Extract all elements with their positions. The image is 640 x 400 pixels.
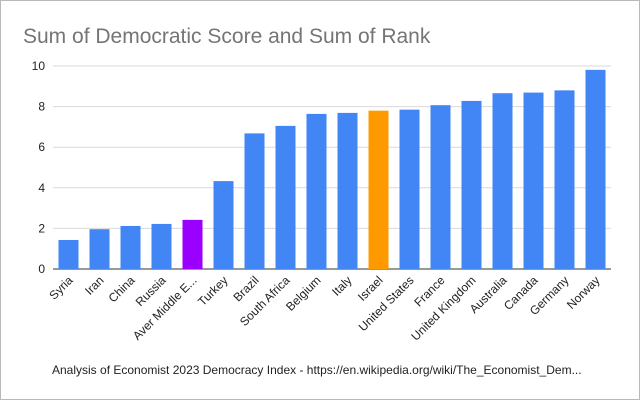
bar[interactable] [337,112,358,269]
x-tick-label: Norway [564,273,603,312]
bar[interactable] [306,113,327,270]
gridlines [53,65,611,270]
y-tick-label: 10 [32,59,46,73]
bar[interactable] [399,109,420,270]
y-axis-ticks: 0 2 4 6 8 10 [32,59,46,276]
bar[interactable] [554,90,575,269]
y-tick-label: 2 [38,221,45,235]
bar[interactable] [244,133,265,269]
bar[interactable] [523,92,544,269]
x-tick-label: Italy [329,273,354,298]
bar[interactable] [461,100,482,269]
x-tick-label: Syria [46,273,75,302]
x-tick-label: Iran [82,273,107,298]
y-tick-label: 0 [38,262,45,276]
bar[interactable] [58,239,79,269]
x-tick-label: Turkey [195,273,231,309]
chart-title: Sum of Democratic Score and Sum of Rank [23,25,431,48]
bar[interactable] [275,125,296,269]
x-tick-label: Belgium [283,273,324,314]
bar[interactable] [151,223,172,269]
bar[interactable] [430,105,451,269]
bar[interactable] [182,219,203,269]
bars [58,69,606,270]
y-tick-label: 8 [38,100,45,114]
y-tick-label: 6 [38,140,45,154]
bar[interactable] [89,229,110,269]
chart-footnote: Analysis of Economist 2023 Democracy Ind… [52,363,582,377]
bar[interactable] [492,93,513,270]
bar[interactable] [585,69,606,270]
bar[interactable] [120,225,141,269]
bar[interactable] [213,181,234,269]
y-tick-label: 4 [38,181,45,195]
bar[interactable] [368,110,389,269]
